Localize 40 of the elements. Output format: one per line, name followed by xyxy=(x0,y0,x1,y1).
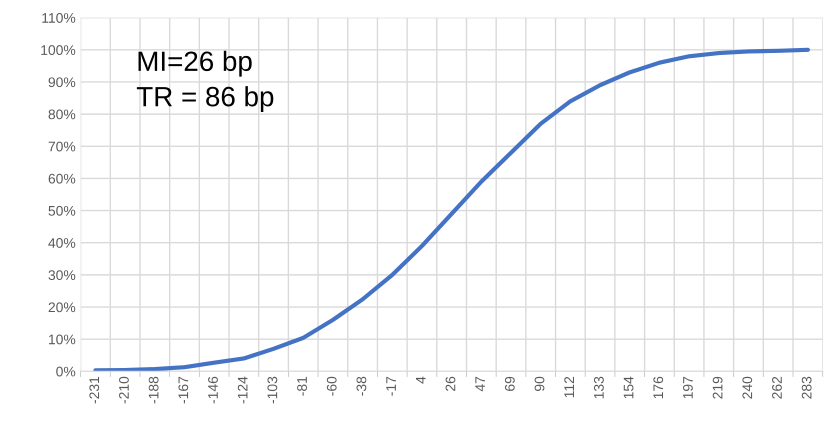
y-tick-label: 100% xyxy=(41,45,76,55)
x-tick-label: -17 xyxy=(386,376,396,396)
line-series xyxy=(93,48,810,372)
x-tick-label: 26 xyxy=(446,376,456,391)
x-tick-label: 90 xyxy=(534,376,544,391)
x-tick-label: -146 xyxy=(208,376,218,404)
x-tick-label: 154 xyxy=(624,376,634,398)
y-tick-label: 50% xyxy=(48,206,76,216)
annotation: MI=26 bp xyxy=(138,50,252,77)
x-tick-label: -124 xyxy=(238,376,248,404)
y-tick-label: 20% xyxy=(48,302,76,312)
x-tick-label: -38 xyxy=(356,376,366,396)
y-tick-label: 10% xyxy=(49,334,76,344)
x-tick-label: 262 xyxy=(772,376,782,399)
annotation: TR = 86 bp xyxy=(136,86,274,112)
y-tick-label: 80% xyxy=(48,109,76,120)
x-tick-label: -81 xyxy=(297,376,307,396)
x-tick-label: -60 xyxy=(326,376,337,396)
x-tick-label: -103 xyxy=(267,376,278,404)
y-tick-label: 90% xyxy=(48,77,76,88)
x-tick-label: 197 xyxy=(683,376,693,398)
x-tick-label: 240 xyxy=(742,376,752,399)
y-tick-label: 60% xyxy=(48,174,76,184)
x-tick-label: 133 xyxy=(594,376,604,398)
y-tick-label: 30% xyxy=(48,270,76,280)
y-tick-label: 40% xyxy=(48,238,76,248)
x-tick-label: 283 xyxy=(802,376,812,399)
x-tick-label: 47 xyxy=(475,376,485,392)
x-tick-label: -231 xyxy=(89,376,100,404)
x-tick-label: 4 xyxy=(416,376,426,384)
x-tick-label: -167 xyxy=(178,376,188,404)
y-tick-label: 110% xyxy=(42,13,76,23)
x-tick-label: 219 xyxy=(712,376,723,399)
x-tick-label: 69 xyxy=(504,376,515,391)
x-tick-label: -210 xyxy=(119,376,129,404)
x-tick-label: 112 xyxy=(564,376,574,398)
x-tick-label: -188 xyxy=(148,376,159,404)
y-tick-label: 0% xyxy=(56,366,76,376)
x-tick-label: 176 xyxy=(653,376,664,398)
y-tick-label: 70% xyxy=(48,142,76,152)
